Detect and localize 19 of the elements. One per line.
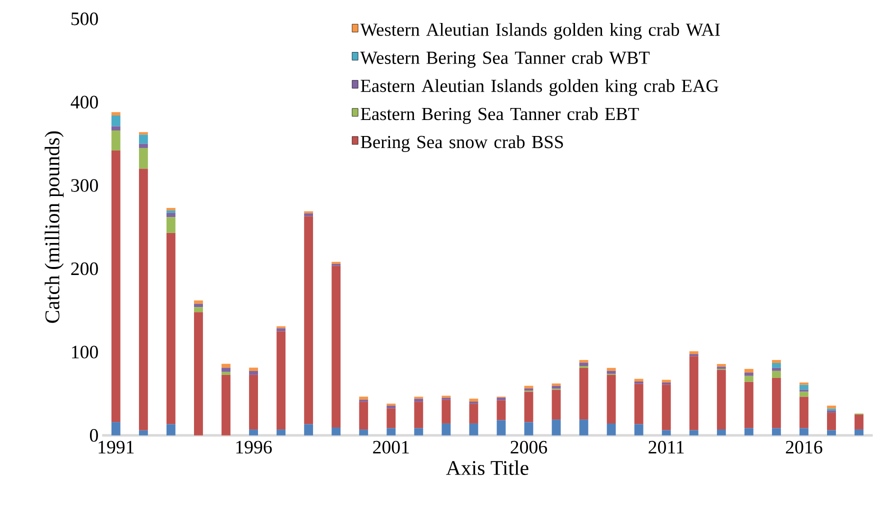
- x-tick-label: 1991: [98, 440, 134, 454]
- y-tick-label: 0: [90, 429, 98, 442]
- legend-label: Western Aleutian Islands golden king crab WAI: [360, 23, 720, 40]
- y-tick-label: 300: [71, 179, 98, 192]
- x-tick-label: 2016: [786, 440, 822, 454]
- legend-label: Western Bering Sea Tanner crab WBT: [360, 51, 650, 68]
- x-tick-label: 2001: [373, 440, 409, 454]
- x-tick-label: 2006: [510, 440, 548, 454]
- y-tick-label: 100: [72, 346, 98, 359]
- y-axis-title: Catch (million pounds): [44, 132, 64, 323]
- legend-label: Bering Sea snow crab BSS: [360, 135, 563, 152]
- x-tick-label: 1996: [236, 440, 272, 454]
- y-tick-label: 200: [71, 262, 98, 276]
- y-tick-label: 400: [70, 96, 98, 109]
- y-tick-label: 500: [72, 12, 98, 26]
- x-axis-title: Axis Title: [446, 460, 528, 476]
- legend-label: Eastern Aleutian Islands golden king crab EAG: [360, 79, 718, 96]
- x-tick-label: 2011: [648, 440, 684, 454]
- legend-label: Eastern Bering Sea Tanner crab EBT: [360, 107, 639, 124]
